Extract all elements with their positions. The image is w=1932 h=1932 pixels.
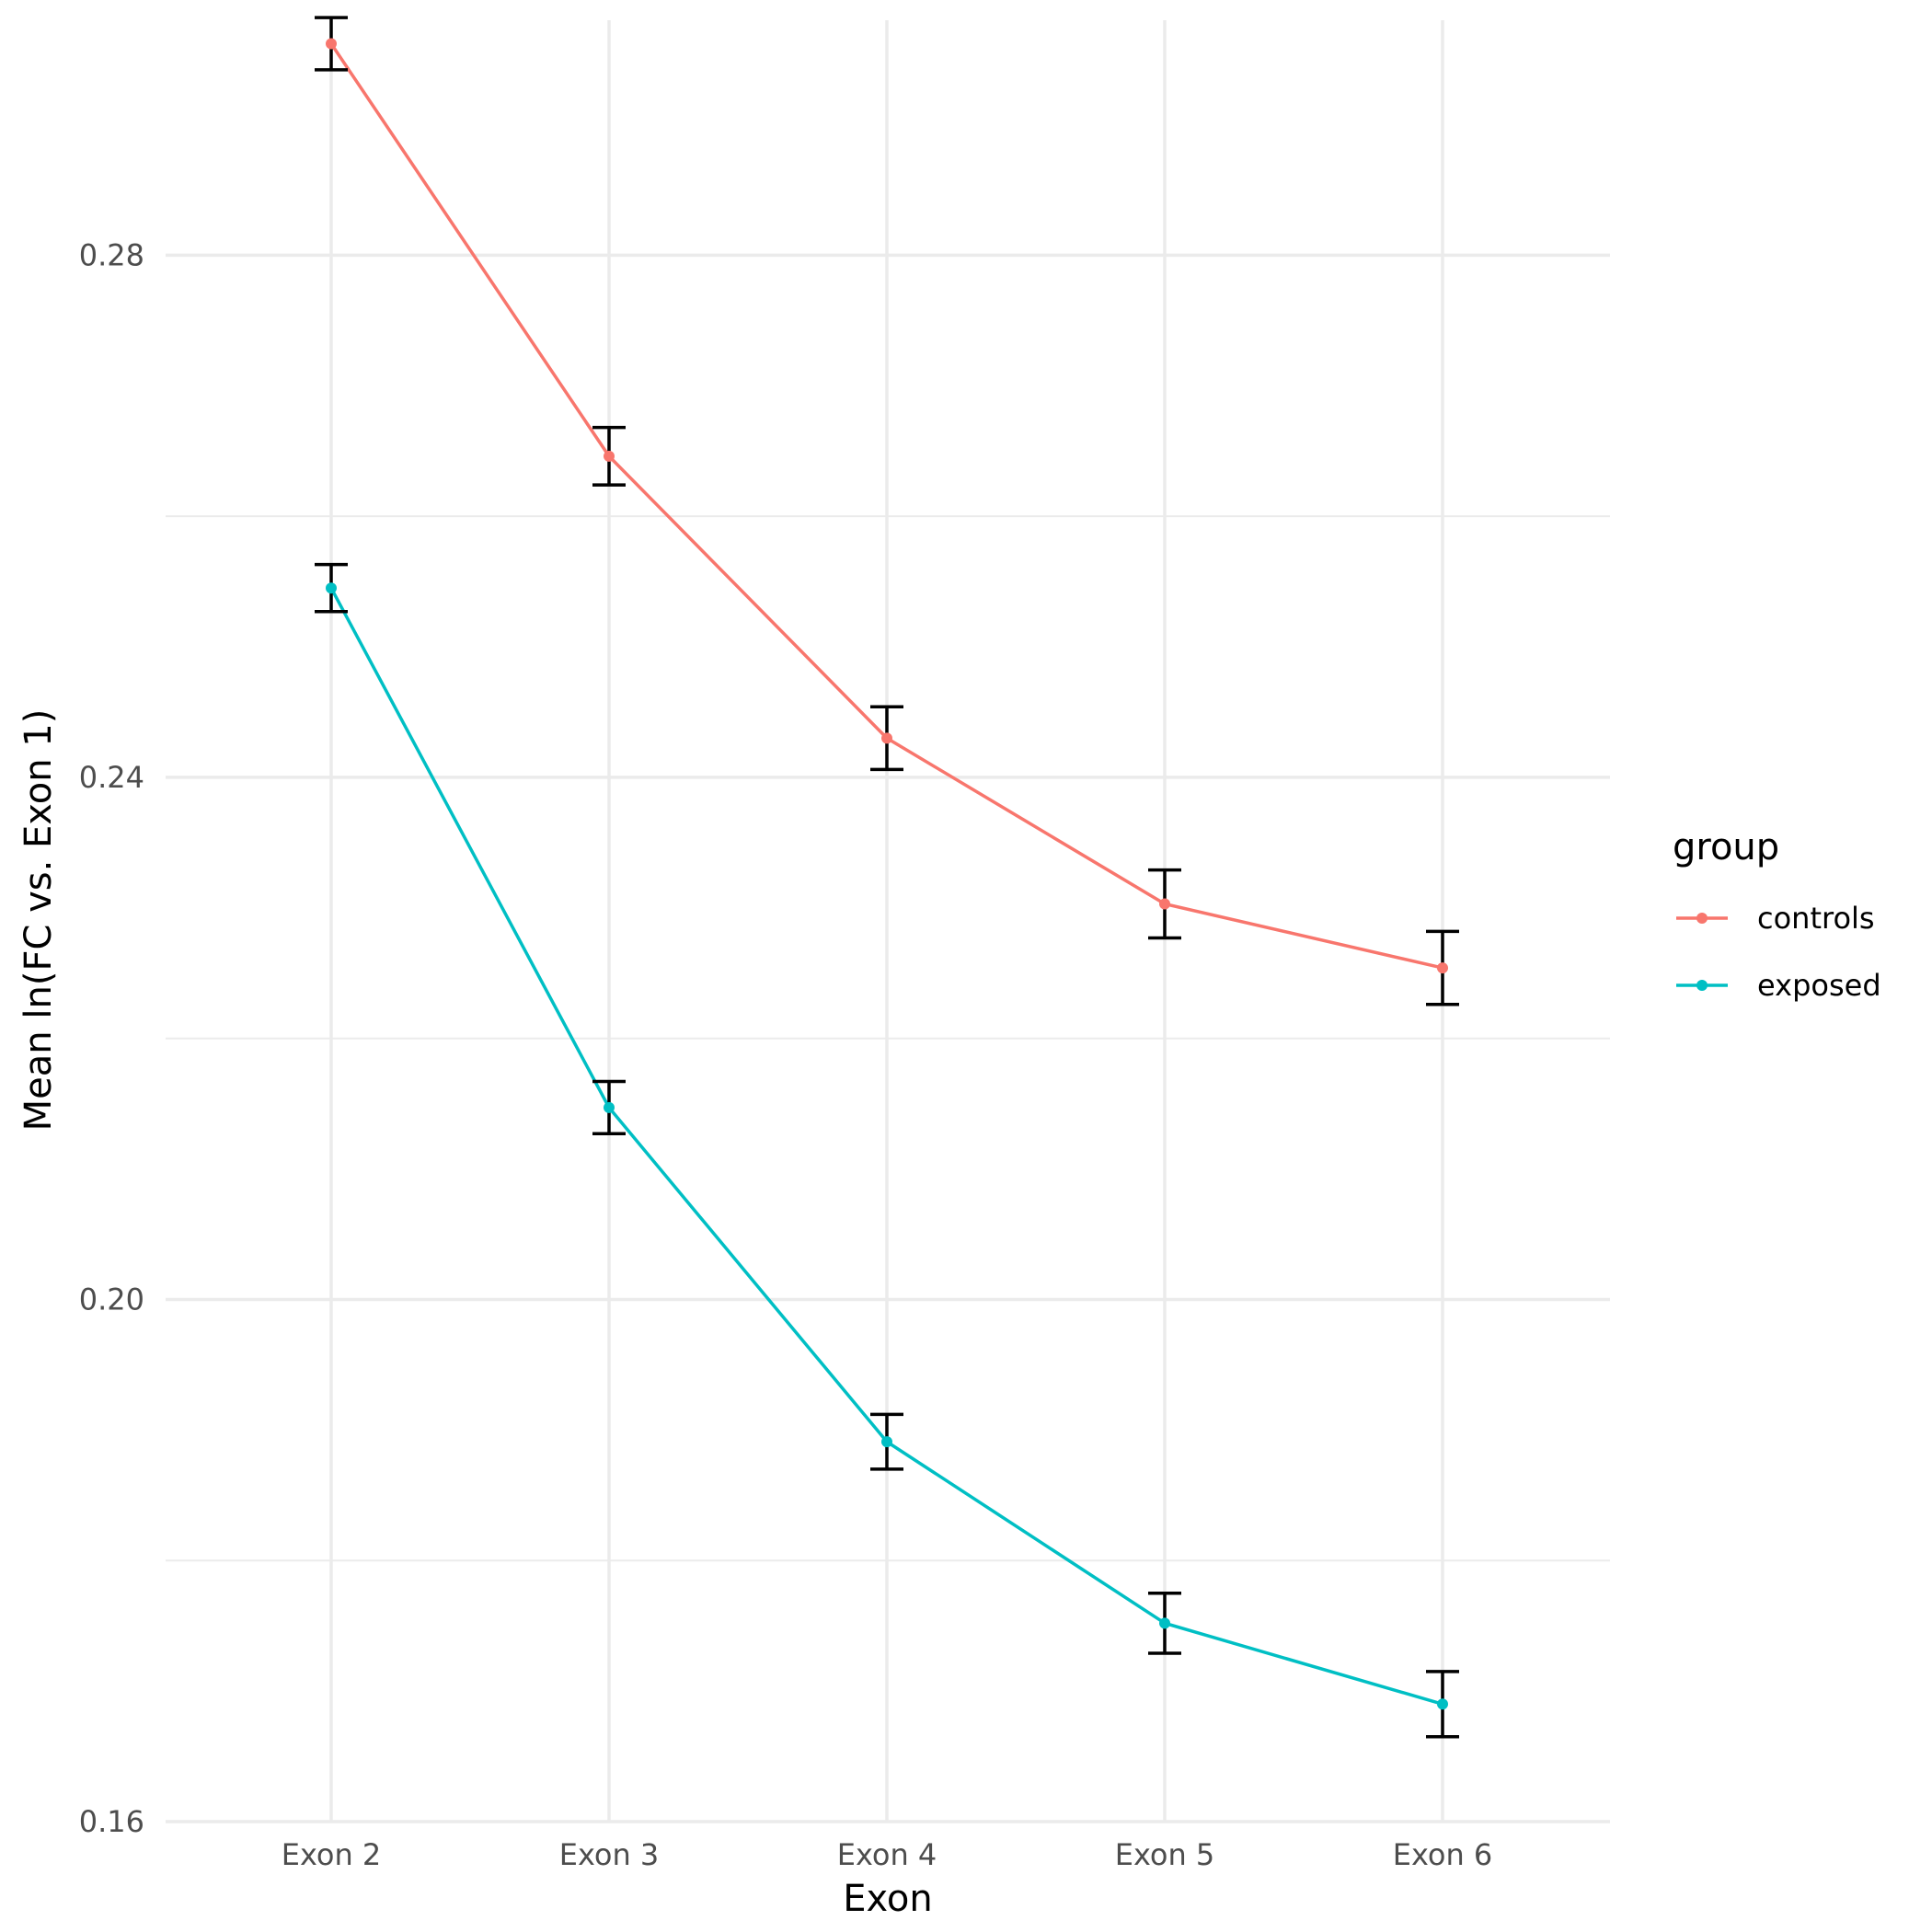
- legend-label: exposed: [1757, 968, 1881, 1003]
- x-tick-label: Exon 2: [282, 1837, 382, 1872]
- data-point-controls: [881, 732, 892, 744]
- y-tick-label: 0.20: [79, 1282, 144, 1317]
- x-tick-label: Exon 4: [837, 1837, 937, 1872]
- legend: group controls exposed: [1673, 826, 1881, 1003]
- legend-label: controls: [1757, 901, 1875, 936]
- x-tick-label: Exon 5: [1115, 1837, 1215, 1872]
- legend-item-controls: controls: [1676, 901, 1875, 936]
- x-tick-label: Exon 6: [1393, 1837, 1493, 1872]
- y-axis-ticks: 0.16 0.20 0.24 0.28: [79, 237, 144, 1839]
- legend-key-point: [1696, 913, 1708, 924]
- y-tick-label: 0.28: [79, 237, 144, 272]
- legend-title: group: [1673, 826, 1779, 868]
- legend-items: controls exposed: [1676, 901, 1881, 1003]
- data-point-controls: [1437, 962, 1448, 974]
- grid-lines: [166, 20, 1610, 1823]
- data-point-controls: [1159, 898, 1170, 910]
- legend-key-point: [1696, 980, 1708, 991]
- x-axis-ticks: Exon 2 Exon 3 Exon 4 Exon 5 Exon 6: [282, 1837, 1493, 1872]
- data-point-exposed: [881, 1436, 892, 1448]
- data-point-exposed: [1159, 1617, 1170, 1629]
- y-tick-label: 0.24: [79, 760, 144, 795]
- x-tick-label: Exon 3: [559, 1837, 660, 1872]
- data-points: [326, 38, 1448, 1710]
- y-tick-label: 0.16: [79, 1804, 144, 1839]
- data-point-exposed: [326, 582, 337, 594]
- data-point-exposed: [1437, 1698, 1448, 1710]
- data-point-exposed: [604, 1101, 615, 1113]
- data-point-controls: [604, 450, 615, 462]
- legend-item-exposed: exposed: [1676, 968, 1881, 1003]
- x-axis-title: Exon: [843, 1878, 933, 1920]
- data-point-controls: [326, 38, 337, 50]
- y-axis-title: Mean ln(FC vs. Exon 1): [17, 709, 60, 1132]
